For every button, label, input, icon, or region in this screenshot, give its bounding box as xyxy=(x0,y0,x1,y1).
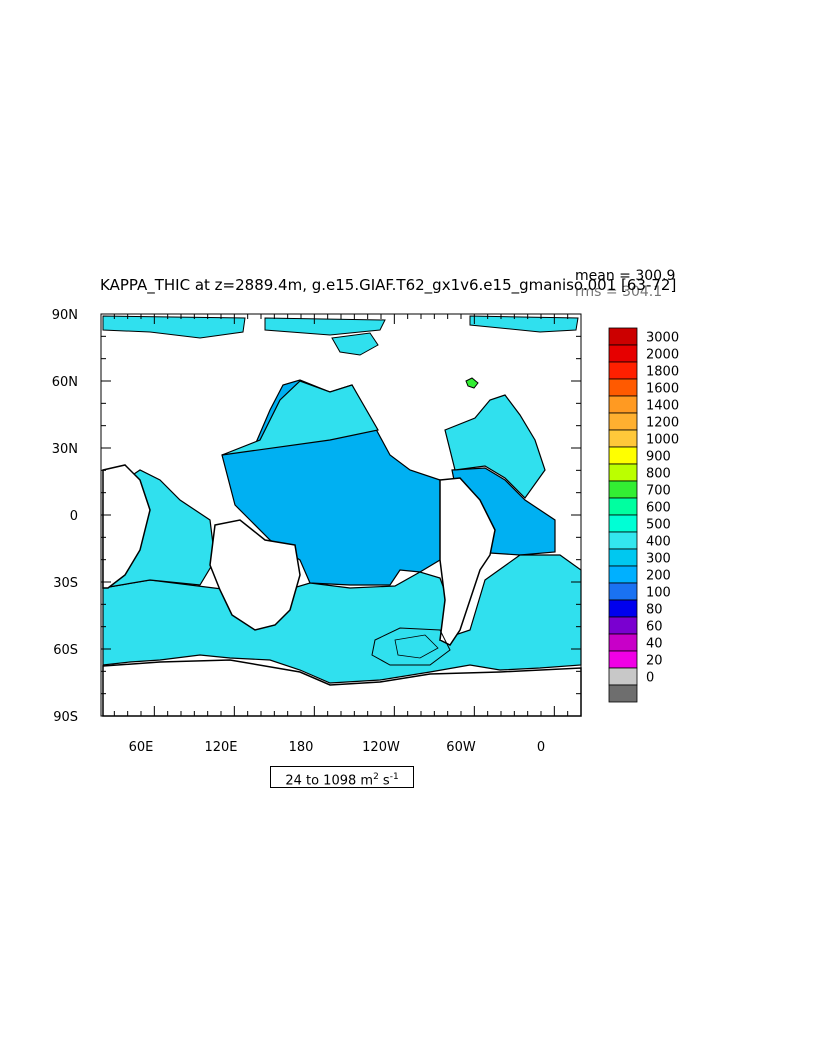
contour-weddell xyxy=(371,627,451,666)
mean-value: mean = 300.9 xyxy=(575,268,675,284)
colorbar-label: 1800 xyxy=(646,365,679,380)
colorbar-swatch xyxy=(608,378,638,397)
tick-marks xyxy=(100,313,582,717)
map-area xyxy=(101,314,582,717)
chart-title: KAPPA_THIC at z=2889.4m, g.e15.GIAF.T62_… xyxy=(100,276,676,295)
colorbar-swatch xyxy=(608,650,638,669)
colorbar-label: 500 xyxy=(646,518,671,533)
colorbar-swatch xyxy=(608,684,638,703)
colorbar-swatch xyxy=(608,548,638,567)
x-tick-label: 60W xyxy=(446,740,476,755)
colorbar-swatch xyxy=(608,429,638,448)
y-tick-label: 30S xyxy=(53,576,78,591)
y-tick-label: 90N xyxy=(52,308,78,323)
colorbar-label: 600 xyxy=(646,501,671,516)
y-tick-label: 90S xyxy=(53,710,78,725)
range-prefix: 24 to 1098 m xyxy=(285,773,374,789)
colorbar-swatch xyxy=(608,327,638,346)
colorbar-swatch xyxy=(608,446,638,465)
ocean-field-low-atlantic xyxy=(444,394,546,499)
colorbar-label: 900 xyxy=(646,450,671,465)
land-south-america xyxy=(439,477,496,646)
colorbar-swatch xyxy=(608,344,638,363)
colorbar-swatch xyxy=(608,412,638,431)
y-tick-label: 30N xyxy=(52,442,78,457)
colorbar-swatch xyxy=(608,582,638,601)
colorbar-label: 100 xyxy=(646,586,671,601)
land-africa-east xyxy=(102,464,151,589)
ocean-field-low-arctic-east xyxy=(264,317,386,336)
y-axis-labels: 90N 60N 30N 0 30S 60S 90S xyxy=(52,308,78,725)
colorbar-swatch xyxy=(608,395,638,414)
x-tick-label: 60E xyxy=(129,740,154,755)
colorbar-label: 40 xyxy=(646,637,663,652)
range-mid: s xyxy=(378,773,390,789)
range-exp-area: 2 xyxy=(373,772,379,782)
rms-value: rms = 304.1 xyxy=(575,284,662,300)
y-tick-label: 60N xyxy=(52,375,78,390)
colorbar-label: 1400 xyxy=(646,399,679,414)
x-tick-label: 120E xyxy=(204,740,237,755)
range-exp-time: -1 xyxy=(389,772,399,782)
range-label: 24 to 1098 m2 s-1 xyxy=(270,766,414,788)
colorbar-swatch xyxy=(608,565,638,584)
colorbar-label: 80 xyxy=(646,603,663,618)
colorbar: 3000200018001600140012001000900800700600… xyxy=(608,327,679,703)
x-axis-labels: 60E 120E 180 120W 60W 0 xyxy=(129,740,546,755)
colorbar-swatch xyxy=(608,531,638,550)
colorbar-swatch xyxy=(608,633,638,652)
y-tick-label: 0 xyxy=(70,509,78,524)
colorbar-swatch xyxy=(608,361,638,380)
ocean-field-low-bering xyxy=(331,332,379,356)
colorbar-label: 2000 xyxy=(646,348,679,363)
land-australia xyxy=(209,519,301,631)
colorbar-swatch xyxy=(608,599,638,618)
colorbar-swatch xyxy=(608,514,638,533)
colorbar-label: 1200 xyxy=(646,416,679,431)
colorbar-label: 800 xyxy=(646,467,671,482)
hotspot-greenland xyxy=(465,377,479,389)
colorbar-label: 60 xyxy=(646,620,663,635)
colorbar-label: 400 xyxy=(646,535,671,550)
contour-weddell-inner xyxy=(394,634,439,659)
x-tick-label: 0 xyxy=(537,740,545,755)
colorbar-label: 1600 xyxy=(646,382,679,397)
colorbar-swatch xyxy=(608,616,638,635)
ocean-field-low-arctic xyxy=(102,315,246,339)
ocean-field-low-pacific xyxy=(221,380,379,456)
colorbar-swatch xyxy=(608,497,638,516)
colorbar-swatch xyxy=(608,480,638,499)
x-tick-label: 180 xyxy=(289,740,314,755)
ocean-field-low-arctic-west xyxy=(469,315,579,333)
colorbar-swatch xyxy=(608,667,638,686)
x-tick-label: 120W xyxy=(362,740,400,755)
colorbar-label: 3000 xyxy=(646,331,679,346)
colorbar-label: 700 xyxy=(646,484,671,499)
colorbar-label: 20 xyxy=(646,654,663,669)
colorbar-label: 300 xyxy=(646,552,671,567)
colorbar-label: 0 xyxy=(646,671,654,686)
y-tick-label: 60S xyxy=(53,643,78,658)
colorbar-swatch xyxy=(608,463,638,482)
colorbar-label: 200 xyxy=(646,569,671,584)
colorbar-label: 1000 xyxy=(646,433,679,448)
